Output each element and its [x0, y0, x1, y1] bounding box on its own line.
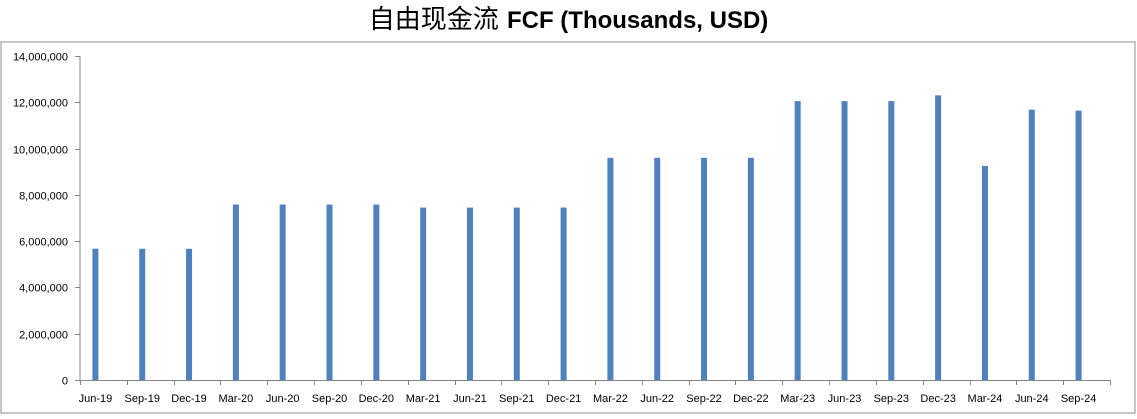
bar-Jun-21	[466, 207, 473, 380]
x-tick-label: Jun-21	[453, 393, 487, 405]
bar-Sep-24	[1075, 110, 1082, 381]
x-tick-label: Sep-20	[312, 393, 347, 405]
bar-Mar-21	[420, 207, 427, 380]
y-tick-label: 2,000,000	[19, 330, 68, 342]
chart-title-latin: FCF (Thousands, USD)	[506, 7, 769, 34]
y-tick-label: 8,000,000	[19, 191, 68, 203]
bar-Mar-23	[794, 101, 801, 380]
x-tick-label: Jun-22	[640, 393, 674, 405]
x-tick-label: Sep-21	[499, 393, 534, 405]
bar-Jun-20	[279, 204, 286, 380]
y-tick-label: 10,000,000	[13, 145, 68, 157]
bar-Dec-19	[186, 248, 193, 380]
bar-Sep-20	[326, 204, 333, 380]
x-tick-label: Mar-24	[968, 393, 1003, 405]
x-tick-label: Sep-19	[124, 393, 159, 405]
x-tick-label: Dec-22	[733, 393, 768, 405]
plot-area-border	[0, 41, 1136, 414]
y-tick-label: 0	[62, 376, 68, 388]
bar-Mar-24	[981, 165, 988, 380]
bar-Dec-21	[560, 207, 567, 380]
bar-Jun-24	[1028, 109, 1035, 380]
x-tick-label: Mar-20	[218, 393, 253, 405]
y-tick-label: 6,000,000	[19, 237, 68, 249]
x-tick-label: Dec-21	[546, 393, 581, 405]
bar-Mar-20	[232, 204, 239, 380]
chart-title: 自由现金流 FCF (Thousands, USD)	[0, 2, 1137, 39]
x-tick-label: Jun-19	[79, 393, 113, 405]
x-tick-label: Mar-21	[406, 393, 441, 405]
x-tick-label: Sep-22	[686, 393, 721, 405]
x-tick-label: Dec-19	[171, 393, 206, 405]
bar-Jun-22	[654, 157, 661, 380]
bar-Jun-23	[841, 101, 848, 380]
bar-Jun-19	[92, 248, 99, 380]
x-tick-label: Sep-23	[874, 393, 909, 405]
x-tick-label: Dec-23	[920, 393, 955, 405]
bar-Mar-22	[607, 157, 614, 380]
y-tick-label: 4,000,000	[19, 283, 68, 295]
bars	[92, 95, 1082, 381]
x-tick-label: Jun-20	[266, 393, 300, 405]
bar-Dec-22	[747, 157, 754, 380]
bar-Sep-23	[888, 101, 895, 380]
x-tick-label: Sep-24	[1061, 393, 1096, 405]
y-tick-label: 14,000,000	[13, 52, 68, 64]
x-axis: Jun-19 Sep-19 Dec-19 Mar-20 Jun-20 Sep-20 Dec-…	[79, 380, 1111, 405]
bar-Dec-20	[373, 204, 380, 380]
bar-Sep-19	[139, 248, 146, 380]
bar-Dec-23	[935, 95, 942, 380]
chart-title-cjk: 自由现金流	[368, 5, 499, 35]
y-tick-label: 12,000,000	[13, 98, 68, 110]
bar-Sep-22	[701, 157, 708, 380]
x-tick-label: Mar-22	[593, 393, 628, 405]
x-tick-label: Jun-23	[828, 393, 862, 405]
bar-Sep-21	[513, 207, 520, 380]
x-tick-label: Mar-23	[780, 393, 815, 405]
x-tick-label: Jun-24	[1015, 393, 1049, 405]
y-axis: 0 2,000,000 4,000,000 6,000,000 8,000,000 10,…	[13, 52, 81, 388]
x-tick-label: Dec-20	[359, 393, 394, 405]
